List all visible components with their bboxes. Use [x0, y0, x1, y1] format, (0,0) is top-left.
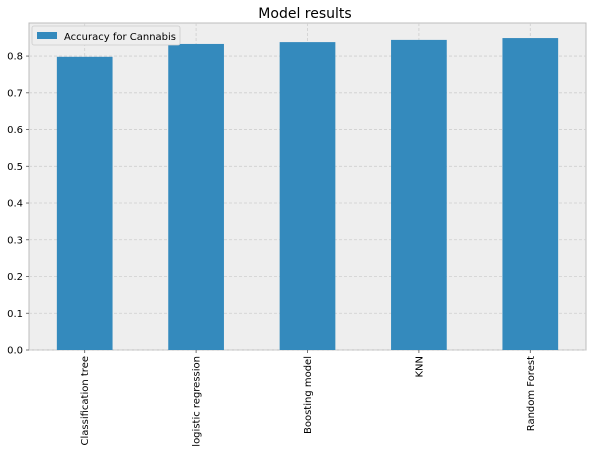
x-axis-ticks: Classification tree logistic regression Bo… [80, 350, 537, 447]
x-tick-label: Classification tree [80, 356, 91, 445]
y-tick-label: 0.6 [7, 125, 23, 136]
bar [279, 42, 336, 350]
x-tick-label: logistic regression [192, 356, 203, 447]
x-tick-label: Random Forest [526, 356, 537, 431]
y-tick-label: 0.0 [7, 346, 23, 357]
y-tick-label: 0.3 [7, 235, 23, 246]
y-tick-label: 0.1 [7, 309, 23, 320]
bar [502, 38, 559, 350]
bar [391, 39, 447, 350]
y-axis-ticks: 0.0 0.1 0.2 0.3 0.4 0.5 0.6 0.7 0.8 [7, 52, 29, 357]
y-tick-label: 0.2 [7, 272, 23, 283]
bar [56, 56, 113, 350]
y-tick-label: 0.7 [7, 88, 23, 99]
x-tick-label: Boosting model [303, 356, 314, 434]
chart-title: Model results [258, 6, 351, 22]
bar [168, 43, 224, 351]
y-tick-label: 0.5 [7, 162, 23, 173]
bars [56, 38, 559, 351]
y-tick-label: 0.4 [7, 199, 23, 210]
x-tick-label: KNN [414, 356, 425, 378]
y-tick-label: 0.8 [7, 52, 23, 63]
legend-swatch [37, 32, 57, 39]
legend-box [31, 25, 181, 46]
legend: Accuracy for Cannabis [31, 25, 181, 46]
legend-label: Accuracy for Cannabis [64, 32, 176, 43]
